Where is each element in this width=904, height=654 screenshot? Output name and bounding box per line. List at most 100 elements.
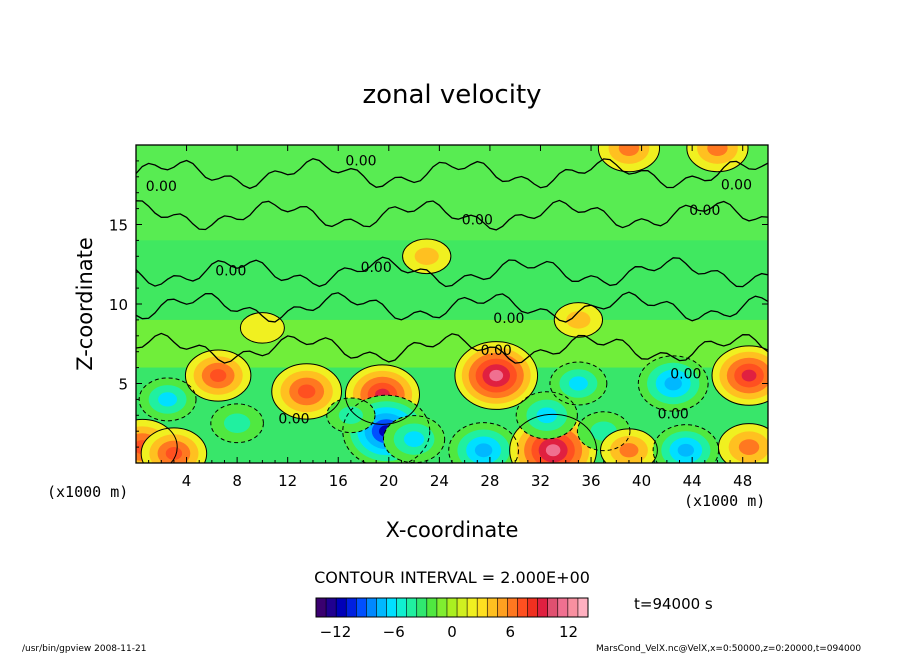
colorbar-cell <box>446 598 458 617</box>
velocity-level <box>240 312 285 344</box>
colorbar-cell <box>577 598 589 617</box>
contour-line <box>549 361 608 406</box>
contour-line <box>717 423 768 463</box>
contour-line <box>637 355 709 412</box>
contour-label: 0.00 <box>493 311 524 327</box>
contour-line <box>184 349 252 402</box>
velocity-cell <box>448 422 519 463</box>
colorbar-ticks: −12 −6 0 6 12 <box>320 623 579 641</box>
colorbar-cell <box>517 598 528 617</box>
colorbar-cell <box>326 598 337 617</box>
contour-line <box>326 397 376 434</box>
velocity-level <box>474 443 493 458</box>
x-tick-label: 28 <box>480 472 499 490</box>
x-tick-label: 24 <box>430 472 449 490</box>
contour-label: 0.00 <box>361 260 392 276</box>
contour-label: 0.00 <box>689 203 720 219</box>
colorbar-tick-label: −12 <box>320 623 352 641</box>
x-tick-label: 20 <box>379 472 398 490</box>
contour-line <box>140 427 208 463</box>
contour-label: 0.00 <box>345 154 376 170</box>
contour-label: 0.00 <box>721 178 752 194</box>
velocity-level <box>738 439 760 455</box>
velocity-cell <box>240 312 285 344</box>
colorbar-cell <box>396 598 408 617</box>
velocity-level <box>619 443 639 458</box>
velocity-cell <box>718 423 768 463</box>
y-tick-label: 5 <box>118 376 128 394</box>
velocity-field <box>136 145 768 463</box>
x-tick-label: 8 <box>232 472 242 490</box>
colorbar-cell <box>477 598 488 617</box>
velocity-cell <box>712 345 768 406</box>
colorbar-cell <box>366 598 377 617</box>
velocity-cell <box>653 424 719 463</box>
contour-line <box>138 377 197 422</box>
velocity-cell <box>686 145 749 172</box>
x-tick-label: 16 <box>329 472 348 490</box>
contour-line <box>553 302 604 338</box>
colorbar-cell <box>346 598 357 617</box>
colorbar-cell <box>547 598 559 617</box>
x-axis-label: X-coordinate <box>386 518 519 542</box>
colorbar-cell <box>497 598 508 617</box>
contour-lines: 0.000.00 0.000.000.000.00 0.000.000.000.00… <box>136 145 768 463</box>
colorbar-tick-label: 6 <box>506 623 516 641</box>
velocity-level <box>403 431 425 447</box>
contour-line <box>515 391 578 440</box>
x-tick-label: 48 <box>733 472 752 490</box>
velocity-level <box>158 392 178 407</box>
colorbar-cell <box>426 598 438 617</box>
velocity-level <box>566 311 591 329</box>
velocity-cell <box>402 238 451 274</box>
zero-contour <box>136 158 768 190</box>
colorbar-cell <box>436 598 448 617</box>
contour-line <box>342 394 431 463</box>
y-axis-label: Z-coordinate <box>73 237 97 371</box>
contour-interval: CONTOUR INTERVAL = 2.000E+00 <box>314 568 590 587</box>
velocity-level <box>338 406 363 424</box>
velocity-level <box>223 413 251 433</box>
colorbar-cell <box>386 598 397 617</box>
x-unit-right: (x1000 m) <box>684 492 765 510</box>
velocity-cell <box>516 391 578 439</box>
velocity-level <box>707 145 728 157</box>
x-unit-left: (x1000 m) <box>47 483 128 501</box>
zero-contour <box>136 332 768 364</box>
field-band <box>136 240 768 320</box>
x-tick-label: 4 <box>182 472 192 490</box>
velocity-level <box>741 369 757 382</box>
time-label: t=94000 s <box>634 595 713 613</box>
colorbar-tick-label: 0 <box>447 623 457 641</box>
y-tick-label: 15 <box>109 217 128 235</box>
contour-line <box>344 364 421 425</box>
colorbar-cell <box>336 598 347 617</box>
contour-line <box>576 411 631 452</box>
contour-line <box>402 238 452 275</box>
velocity-level <box>165 447 183 460</box>
chart-title: zonal velocity <box>362 80 541 110</box>
contour-line <box>600 428 658 463</box>
colorbar-cell <box>527 598 539 617</box>
colorbar-cell <box>567 598 579 617</box>
colorbar-cell <box>457 598 468 617</box>
velocity-level <box>489 369 504 382</box>
colorbar-cell <box>356 598 367 617</box>
colorbar-cell <box>316 598 327 617</box>
velocity-level <box>545 444 561 457</box>
velocity-level <box>677 443 695 457</box>
colorbar-tick-label: 12 <box>559 623 578 641</box>
velocity-cell <box>139 377 197 421</box>
x-axis: 4 8 12 16 20 24 28 32 36 40 44 48 <box>148 145 756 490</box>
footer-left: /usr/bin/gpview 2008-11-21 <box>22 644 146 654</box>
velocity-cell <box>600 428 658 463</box>
contour-line <box>686 145 749 173</box>
colorbar-cell <box>406 598 418 617</box>
velocity-level <box>664 376 682 391</box>
contour-line <box>271 363 343 420</box>
contour-label: 0.00 <box>462 213 493 229</box>
velocity-cell <box>554 302 603 338</box>
x-tick-label: 44 <box>683 472 702 490</box>
contour-label: 0.00 <box>658 406 689 422</box>
